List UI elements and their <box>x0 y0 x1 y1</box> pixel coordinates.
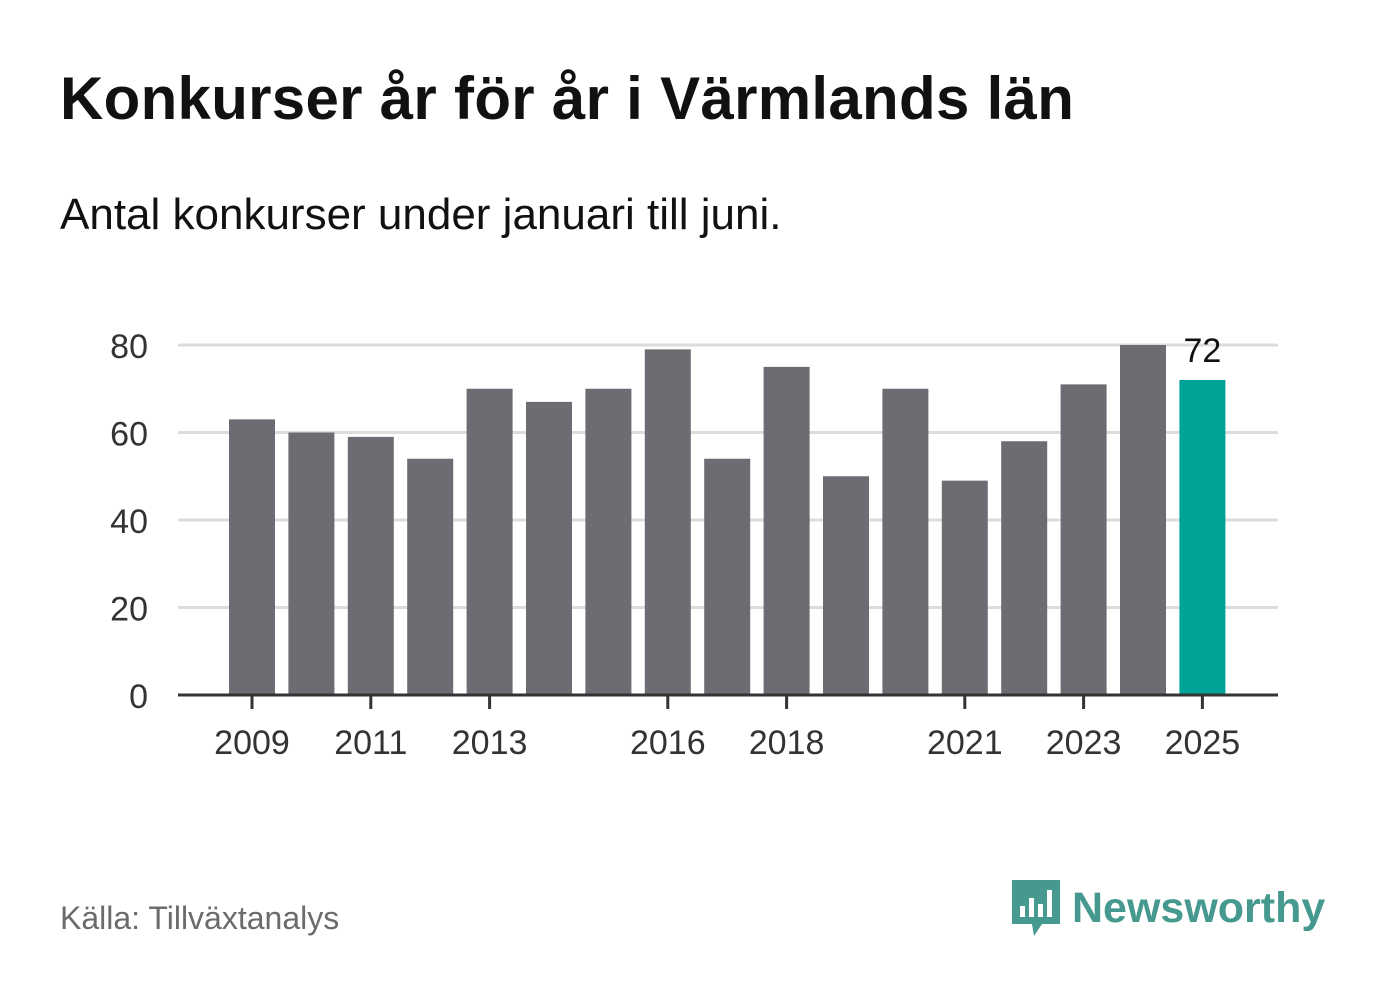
bar-2009 <box>229 419 275 695</box>
bar-2015 <box>585 388 632 695</box>
data-label: 72 <box>1183 332 1221 370</box>
y-tick-label: 60 <box>110 416 148 454</box>
bar-2011 <box>347 436 394 695</box>
bar-2023 <box>1060 384 1107 695</box>
source-note: Källa: Tillväxtanalys <box>60 900 340 936</box>
bar-2021 <box>941 480 988 695</box>
bar-2012 <box>407 458 454 695</box>
bar-2018 <box>763 366 810 695</box>
x-tick-label: 2018 <box>749 724 825 762</box>
bar-2016 <box>644 349 691 695</box>
x-tick-label: 2011 <box>334 724 407 762</box>
bar-2017 <box>704 458 751 695</box>
y-tick-label: 0 <box>129 678 148 716</box>
bar-2024 <box>1120 345 1166 695</box>
newsworthy-logo: Newsworthy <box>1010 878 1325 938</box>
newsworthy-logo-icon <box>1012 880 1060 936</box>
x-tick-label: 2013 <box>452 724 528 762</box>
bar-2025 <box>1179 380 1226 695</box>
chart-subtitle: Antal konkurser under januari till juni. <box>60 190 782 239</box>
y-tick-label: 40 <box>110 503 148 541</box>
bar-2014 <box>526 401 572 695</box>
bar-2019 <box>823 476 869 695</box>
x-tick-label: 2025 <box>1165 724 1241 762</box>
y-tick-label: 20 <box>110 591 148 629</box>
brand-name: Newsworthy <box>1072 883 1326 932</box>
x-tick-label: 2016 <box>630 724 706 762</box>
x-tick-label: 2021 <box>927 724 1003 762</box>
bar-2022 <box>1001 441 1048 695</box>
bar-2010 <box>288 432 335 695</box>
chart-title: Konkurser år för år i Värmlands län <box>60 65 1075 132</box>
bar-chart: 0 20 40 60 80 72 2009 2011 2013 2016 2018 2021 2023 2… <box>110 328 1278 762</box>
bar-2020 <box>882 388 929 695</box>
bar-2013 <box>466 388 513 695</box>
x-tick-label: 2009 <box>214 724 290 762</box>
y-tick-label: 80 <box>110 328 148 366</box>
x-tick-label: 2023 <box>1046 724 1122 762</box>
